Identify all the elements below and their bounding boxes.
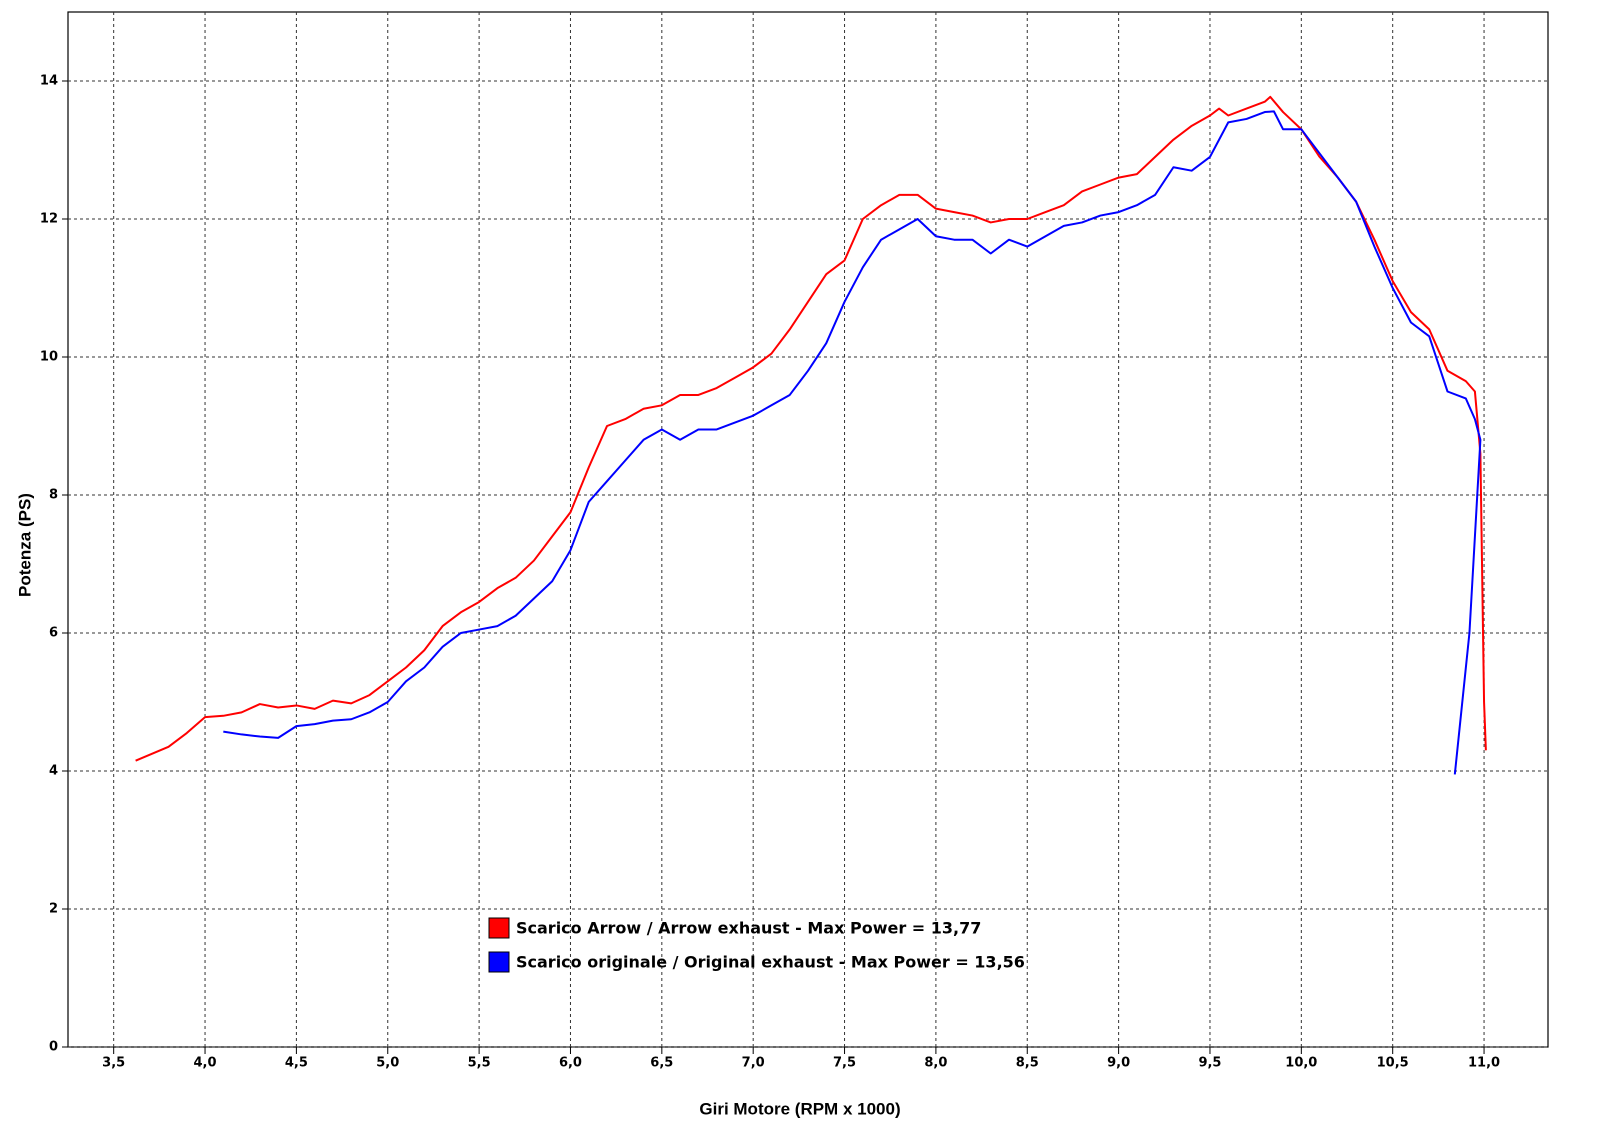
- x-tick-label: 5,5: [468, 1056, 491, 1071]
- y-axis-title: Potenza (PS): [15, 493, 34, 597]
- x-tick-label: 8,0: [924, 1056, 947, 1071]
- y-tick-label: 8: [49, 488, 58, 503]
- x-tick-label: 3,5: [102, 1056, 125, 1071]
- x-tick-label: 10,0: [1285, 1056, 1317, 1071]
- y-tick-label: 4: [49, 764, 58, 779]
- plot-frame: [67, 11, 1549, 1048]
- series-line: [223, 110, 1482, 775]
- x-tick-label: 9,5: [1198, 1056, 1221, 1071]
- x-tick-label: 7,5: [833, 1056, 856, 1071]
- x-tick-label: 10,5: [1377, 1056, 1409, 1071]
- y-tick-label: 14: [40, 74, 58, 89]
- y-tick-label: 10: [40, 350, 58, 365]
- x-tick-label: 9,0: [1107, 1056, 1130, 1071]
- legend-swatch: [488, 917, 510, 939]
- y-tick-label: 6: [49, 626, 58, 641]
- legend-swatch: [488, 951, 510, 973]
- x-tick-label: 11,0: [1468, 1056, 1500, 1071]
- x-tick-label: 8,5: [1016, 1056, 1039, 1071]
- x-tick-label: 5,0: [376, 1056, 399, 1071]
- x-tick-label: 6,5: [650, 1056, 673, 1071]
- x-tick-label: 4,0: [194, 1056, 217, 1071]
- x-tick-label: 4,5: [285, 1056, 308, 1071]
- y-tick-label: 12: [40, 212, 58, 227]
- legend-label: Scarico Arrow / Arrow exhaust - Max Powe…: [516, 919, 981, 938]
- x-axis-title: Giri Motore (RPM x 1000): [699, 1099, 900, 1118]
- x-tick-label: 6,0: [559, 1056, 582, 1071]
- x-tick-label: 7,0: [742, 1056, 765, 1071]
- y-tick-label: 0: [49, 1040, 58, 1055]
- y-tick-label: 2: [49, 902, 58, 917]
- legend-label: Scarico originale / Original exhaust - M…: [516, 953, 1025, 972]
